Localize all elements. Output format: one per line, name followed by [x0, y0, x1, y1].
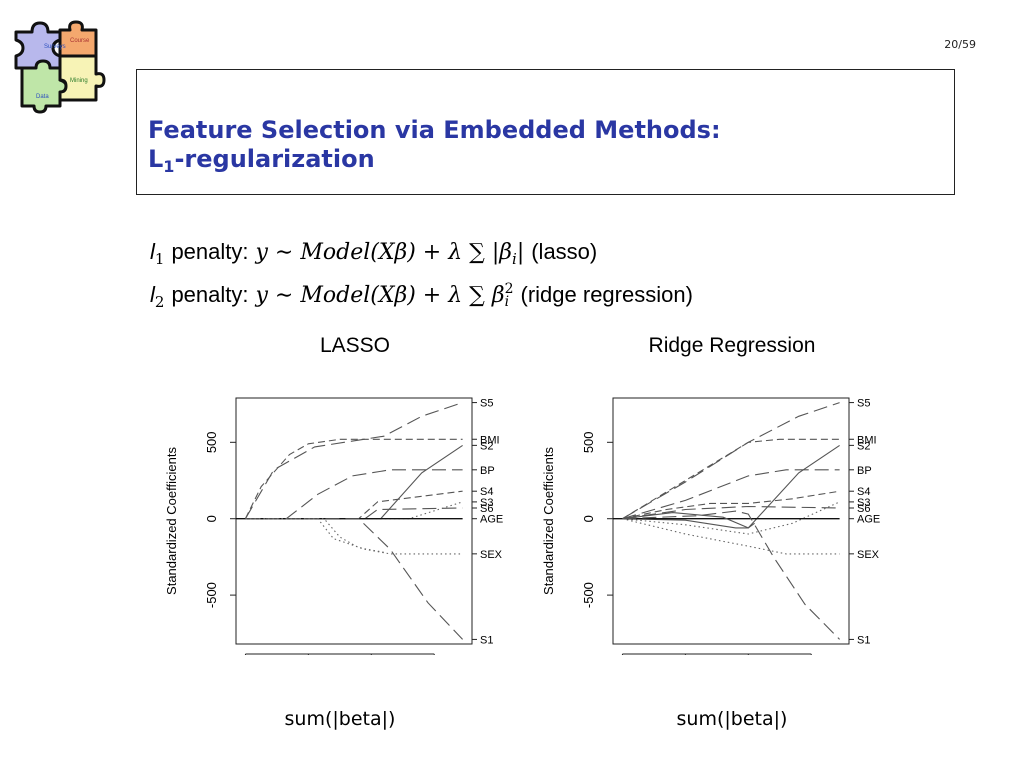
plot-frame	[612, 397, 850, 645]
series-line-bmi	[622, 438, 840, 520]
ridge-chart: Ridge Regression -500 0 500 Standardized Coe…	[541, 334, 880, 655]
end-label: S6	[857, 503, 870, 515]
end-label: S5	[480, 398, 493, 410]
formula-label: l	[150, 239, 155, 264]
ridge-x-caption: sum(|beta|)	[676, 708, 788, 730]
puzzle-piece-mining	[58, 54, 106, 102]
end-label: AGE	[857, 514, 880, 526]
title-line-2-main: L	[148, 145, 164, 173]
chart-title: LASSO	[320, 334, 390, 357]
series-line-bp	[622, 469, 840, 520]
logo-word-course: Course	[70, 38, 90, 44]
logo-word-surveys: Surveys	[44, 44, 66, 50]
y-tick-label: -500	[204, 582, 219, 608]
end-label: SEX	[480, 549, 503, 561]
formula-note: (lasso)	[531, 239, 598, 264]
series-line-bp	[245, 469, 463, 520]
title-line-1: Feature Selection via Embedded Methods:	[148, 116, 721, 144]
chart-title: Ridge Regression	[649, 334, 816, 357]
formula-word: penalty:	[171, 282, 249, 307]
y-tick-label: 500	[581, 431, 596, 453]
series-line-s6	[622, 505, 840, 520]
formula-expression: y ∼ Model(Xβ) + λ ∑ |β	[255, 240, 513, 265]
title-box: Feature Selection via Embedded Methods: …	[136, 69, 955, 195]
series-line-s6	[245, 507, 463, 520]
formula-label-subscript: 2	[154, 293, 165, 311]
series-line	[622, 512, 755, 529]
end-label: S3	[480, 497, 493, 509]
end-label: S3	[857, 497, 870, 509]
series-line-s2	[622, 444, 840, 529]
series-line-bmi	[244, 438, 463, 519]
end-label: SEX	[857, 549, 880, 561]
title-line-2-subscript: 1	[163, 157, 175, 176]
end-label: S2	[857, 440, 870, 452]
logo-word-mining: Mining	[70, 78, 88, 84]
y-tick-label: 0	[581, 515, 596, 522]
series-line-s5	[244, 402, 463, 519]
series-line-s1	[245, 518, 463, 640]
ridge-chart-panel: Ridge Regression -500 0 500 Standardized Coe…	[527, 325, 902, 655]
formula-expression-subscript: i	[504, 294, 510, 310]
formula-note: (ridge regression)	[520, 282, 693, 307]
lasso-x-caption: sum(|beta|)	[284, 708, 396, 730]
formula-expression: y ∼ Model(Xβ) + λ ∑ β	[255, 283, 505, 308]
end-label: BMI	[480, 434, 500, 446]
y-tick-label: -500	[581, 582, 596, 608]
formula-expression-superscript: 2	[504, 281, 514, 297]
series-line	[245, 518, 384, 553]
y-tick-label: 500	[204, 431, 219, 453]
puzzle-piece-surveys	[14, 21, 62, 70]
formula-label: l	[150, 282, 155, 307]
series-line-s5	[622, 402, 840, 520]
page-number: 20/59	[944, 38, 976, 51]
series-line-s3	[622, 501, 840, 535]
penalty-formulas: l1 penalty: y ∼ Model(Xβ) + λ ∑ |βi| (la…	[150, 234, 850, 320]
series-line-s2	[245, 444, 463, 520]
end-label: S4	[480, 486, 493, 498]
end-label: AGE	[480, 514, 503, 526]
slide-title: Feature Selection via Embedded Methods: …	[148, 116, 721, 176]
end-label: S1	[857, 634, 870, 646]
end-label: S2	[480, 440, 493, 452]
end-label: BMI	[857, 434, 877, 446]
formula-expression-subscript: i	[512, 250, 517, 268]
end-label: S4	[857, 486, 870, 498]
logo-word-data: Data	[36, 94, 49, 100]
formula-word: penalty:	[171, 239, 249, 264]
y-axis-label: Standardized Coefficients	[164, 447, 179, 595]
end-label: BP	[480, 465, 495, 477]
series-line-s4	[245, 490, 463, 520]
y-tick-label: 0	[204, 515, 219, 522]
series-line-s1	[622, 510, 840, 640]
series-line-s3	[245, 501, 463, 520]
plot-frame	[235, 397, 473, 645]
series-line-sex	[245, 518, 463, 555]
end-label: S6	[480, 503, 493, 515]
formula-expression-tail: |	[516, 240, 525, 265]
series-line-sex	[622, 518, 840, 555]
formula-l1: l1 penalty: y ∼ Model(Xβ) + λ ∑ |βi| (la…	[150, 234, 850, 277]
title-line-2-rest: -regularization	[174, 145, 375, 173]
end-label: S5	[857, 398, 870, 410]
end-label: S1	[480, 634, 493, 646]
y-axis-label: Standardized Coefficients	[541, 447, 556, 595]
formula-label-subscript: 1	[154, 250, 165, 268]
puzzle-logo: Surveys Course Mining Data	[14, 20, 106, 114]
series-line-s4	[622, 490, 840, 520]
end-label: BP	[857, 465, 872, 477]
